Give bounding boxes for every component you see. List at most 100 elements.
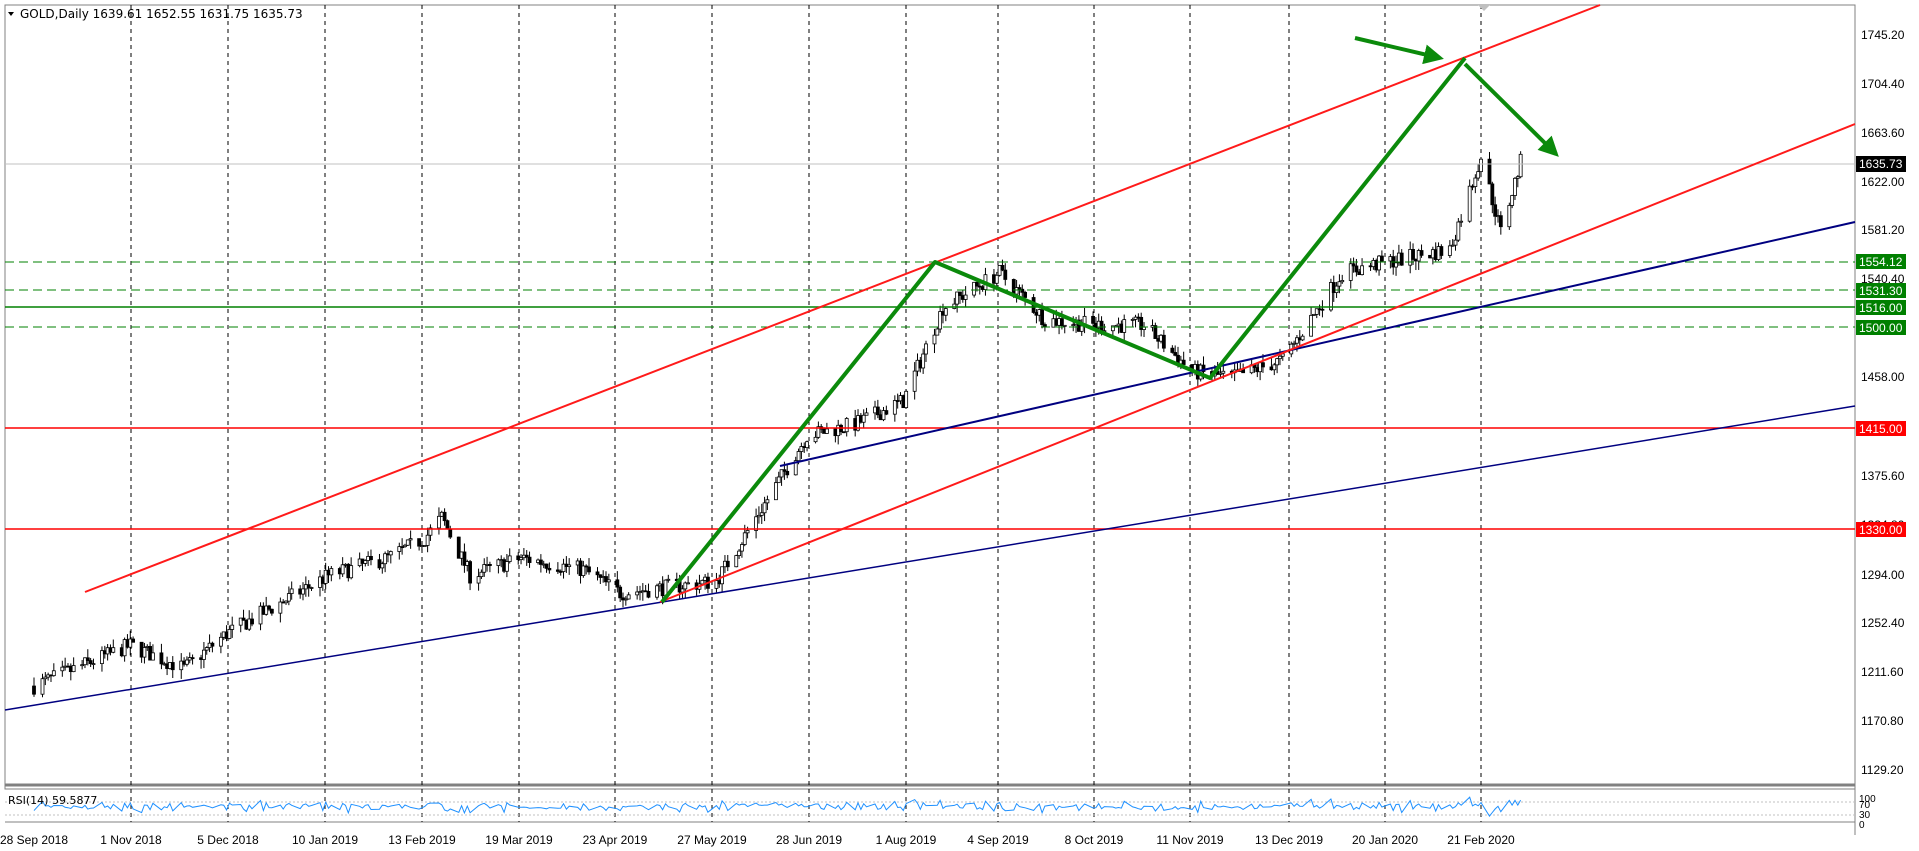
candle-body <box>83 657 87 666</box>
date-label: 5 Dec 2018 <box>197 833 259 847</box>
candle-body <box>700 579 705 585</box>
candle-body <box>1354 265 1359 273</box>
candle-body <box>278 601 283 614</box>
candle-body <box>1201 364 1206 372</box>
candle-body <box>1459 220 1464 223</box>
candle-body <box>938 311 943 330</box>
candle-body <box>519 557 523 561</box>
price-tick: 1211.60 <box>1861 665 1904 679</box>
svg-text:1531.30: 1531.30 <box>1859 284 1903 298</box>
candle-body <box>861 414 866 423</box>
symbol-info: GOLD,Daily 1639.61 1652.55 1631.75 1635.… <box>20 7 303 21</box>
rsi-tick-100: 100 <box>1859 794 1876 805</box>
candle-body <box>1419 250 1424 256</box>
price-tick: 1622.00 <box>1861 175 1905 189</box>
date-label: 13 Feb 2019 <box>388 833 456 847</box>
candle-body <box>686 582 691 585</box>
candle-body <box>71 665 76 673</box>
candle-body <box>635 591 640 596</box>
projection-arrow-down[interactable] <box>1463 62 1559 157</box>
candle-body <box>1447 245 1452 256</box>
candle-body <box>776 476 781 484</box>
candle-body <box>1329 282 1333 311</box>
candle-body <box>1170 347 1175 353</box>
candle-body <box>524 554 529 558</box>
candle-body <box>301 588 305 595</box>
candle-body <box>267 605 271 610</box>
candle-body <box>1513 177 1517 196</box>
candle-body <box>230 624 235 630</box>
candle-body <box>759 512 764 516</box>
candle-body <box>1377 255 1381 271</box>
candle-body <box>437 515 441 529</box>
candle-body <box>779 469 784 478</box>
candle-body <box>1510 195 1515 206</box>
chart-shift-marker-icon[interactable] <box>1478 5 1490 11</box>
candle-body <box>1493 204 1498 217</box>
level-tag-1554: 1554.12 <box>1856 254 1906 269</box>
candle-body <box>813 436 818 443</box>
candle-body <box>646 591 651 598</box>
price-tick: 1745.20 <box>1861 28 1905 42</box>
candle-body <box>904 390 909 409</box>
candle-body <box>765 499 770 504</box>
candle-body <box>405 539 410 546</box>
trendline-long-base[interactable] <box>4 405 1856 711</box>
candle-body <box>975 281 979 287</box>
date-label: 10 Jan 2019 <box>292 833 358 847</box>
candle-body <box>958 291 962 296</box>
candle-body <box>1020 288 1025 293</box>
candle-body <box>363 560 368 564</box>
candle-body <box>1399 252 1404 266</box>
candle-body <box>91 663 96 666</box>
candle-body <box>442 511 447 522</box>
candle-body <box>799 446 804 452</box>
trendline-middle[interactable] <box>779 221 1856 467</box>
candlestick-series <box>32 151 1523 698</box>
channel-lower-line[interactable] <box>659 123 1856 603</box>
channel-upper-line[interactable] <box>84 4 1601 593</box>
candle-body <box>462 551 467 566</box>
candle-body <box>479 571 484 578</box>
candle-body <box>538 559 543 565</box>
candle-body <box>128 638 133 648</box>
candle-body <box>329 568 334 576</box>
candle-body <box>1003 269 1008 280</box>
candle-body <box>422 545 427 547</box>
candle-body <box>1379 255 1384 262</box>
svg-text:1516.00: 1516.00 <box>1859 301 1903 315</box>
level-tag-1516: 1516.00 <box>1856 300 1906 315</box>
price-tick: 1704.40 <box>1861 77 1905 91</box>
price-tick: 1170.80 <box>1861 714 1904 728</box>
candle-body <box>111 647 116 653</box>
candle-body <box>88 660 93 665</box>
candle-body <box>456 536 461 559</box>
candle-body <box>1000 265 1005 271</box>
date-label: 11 Nov 2019 <box>1156 833 1223 847</box>
price-tick: 1294.00 <box>1861 568 1905 582</box>
candle-body <box>151 652 155 661</box>
candle-body <box>1130 319 1135 321</box>
date-label: 4 Sep 2019 <box>967 833 1029 847</box>
candle-body <box>1453 239 1458 246</box>
candle-body <box>309 587 314 589</box>
candle-body <box>397 546 402 552</box>
candle-body <box>85 657 90 661</box>
candle-body <box>241 617 246 621</box>
chevron-down-icon[interactable] <box>8 12 14 16</box>
projection-arrow-target[interactable] <box>1354 36 1444 65</box>
candle-body <box>1278 355 1282 360</box>
rsi-tick-0: 0 <box>1859 820 1865 831</box>
candle-body <box>561 563 566 572</box>
symbol-header[interactable]: GOLD,Daily 1639.61 1652.55 1631.75 1635.… <box>8 7 303 21</box>
candle-body <box>1351 263 1356 267</box>
candle-body <box>1309 314 1313 337</box>
candle-body <box>1340 280 1345 283</box>
candle-body <box>655 585 659 598</box>
candle-body <box>210 642 215 647</box>
candle-body <box>785 470 790 476</box>
candle-body <box>1173 352 1178 356</box>
price-tick: 1458.00 <box>1861 370 1905 384</box>
projection-path[interactable] <box>660 56 1467 604</box>
